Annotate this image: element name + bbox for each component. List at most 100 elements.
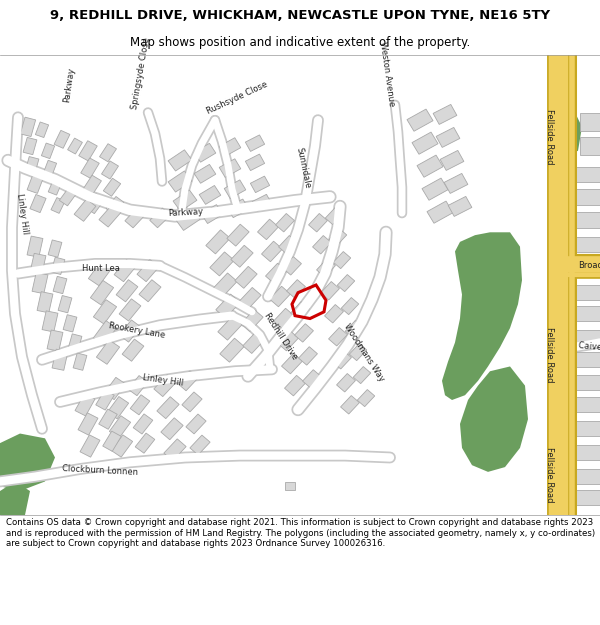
Bar xyxy=(74,199,96,221)
Bar xyxy=(176,209,200,231)
Bar xyxy=(52,349,68,371)
Bar xyxy=(262,241,283,262)
Bar xyxy=(186,414,206,434)
Text: Hunt Lea: Hunt Lea xyxy=(82,264,120,272)
Text: Fellside Road: Fellside Road xyxy=(545,328,554,383)
Bar xyxy=(317,259,335,277)
Bar xyxy=(41,143,55,159)
Bar xyxy=(139,280,161,302)
Bar xyxy=(576,352,600,367)
Bar xyxy=(25,157,39,174)
Bar xyxy=(101,161,118,179)
Bar xyxy=(231,245,253,268)
Bar xyxy=(257,219,278,239)
Text: Fellside Road: Fellside Road xyxy=(545,109,554,164)
Bar xyxy=(119,320,141,342)
Text: Contains OS data © Crown copyright and database right 2021. This information is : Contains OS data © Crown copyright and d… xyxy=(6,518,595,548)
Bar xyxy=(48,240,62,258)
Bar xyxy=(51,198,65,213)
Bar xyxy=(274,308,295,329)
Bar xyxy=(548,422,572,436)
Bar xyxy=(27,176,43,193)
Bar xyxy=(150,208,170,227)
Bar xyxy=(412,132,438,154)
Bar xyxy=(580,114,600,131)
Bar xyxy=(107,396,128,419)
Bar xyxy=(216,294,240,318)
Bar xyxy=(103,178,121,196)
Text: Rushsyde Close: Rushsyde Close xyxy=(205,80,269,116)
Bar xyxy=(250,176,269,192)
Bar xyxy=(199,186,221,204)
Bar xyxy=(576,167,600,182)
Bar xyxy=(210,252,234,276)
Bar xyxy=(548,398,572,411)
Bar xyxy=(48,179,62,195)
Bar xyxy=(341,396,359,414)
Bar xyxy=(168,171,192,192)
Bar xyxy=(125,208,145,228)
Bar xyxy=(357,389,375,407)
Bar xyxy=(278,331,298,351)
Bar xyxy=(213,273,237,297)
Text: 9, REDHILL DRIVE, WHICKHAM, NEWCASTLE UPON TYNE, NE16 5TY: 9, REDHILL DRIVE, WHICKHAM, NEWCASTLE UP… xyxy=(50,9,550,22)
Bar xyxy=(239,288,261,309)
Bar xyxy=(576,212,600,228)
Bar xyxy=(78,412,98,435)
Text: Clockburn Lonnen: Clockburn Lonnen xyxy=(62,464,139,477)
Bar xyxy=(548,353,572,366)
Bar xyxy=(164,439,186,461)
Bar xyxy=(83,175,101,196)
Bar xyxy=(73,353,87,370)
Bar xyxy=(137,259,159,282)
Bar xyxy=(53,276,67,294)
Bar xyxy=(75,394,95,416)
Bar xyxy=(99,205,121,227)
Bar xyxy=(548,446,572,459)
Bar xyxy=(103,431,121,451)
Bar xyxy=(299,347,317,365)
Bar xyxy=(548,117,572,131)
Bar xyxy=(576,306,600,321)
Bar xyxy=(96,390,114,410)
Bar xyxy=(194,164,216,183)
Text: Linley Hill: Linley Hill xyxy=(142,373,184,388)
Bar xyxy=(182,392,202,412)
Bar xyxy=(353,366,371,384)
Bar xyxy=(97,340,119,364)
Bar xyxy=(122,339,144,361)
Bar xyxy=(283,257,301,275)
Bar xyxy=(427,201,453,223)
Text: Broadway: Broadway xyxy=(578,261,600,270)
Bar xyxy=(154,374,176,397)
Bar xyxy=(178,371,198,391)
Bar xyxy=(576,490,600,506)
Bar xyxy=(114,259,136,282)
Bar xyxy=(275,214,295,232)
Bar xyxy=(157,397,179,419)
Bar xyxy=(116,279,138,302)
Bar xyxy=(219,159,241,177)
Bar xyxy=(106,196,124,214)
Bar xyxy=(68,138,82,154)
Bar xyxy=(58,296,72,312)
Bar xyxy=(548,376,572,389)
Bar xyxy=(135,433,155,453)
Bar xyxy=(94,321,116,345)
Text: Linley Hill: Linley Hill xyxy=(15,192,29,234)
Bar xyxy=(333,251,351,269)
Bar xyxy=(337,274,355,292)
Bar xyxy=(201,204,223,224)
Bar xyxy=(548,307,572,321)
Bar xyxy=(281,353,302,374)
Bar xyxy=(548,331,572,344)
Bar xyxy=(161,418,183,440)
Bar xyxy=(576,445,600,461)
Bar xyxy=(30,194,46,213)
Bar xyxy=(417,155,443,178)
Bar xyxy=(20,117,35,137)
Bar xyxy=(329,229,347,246)
Bar xyxy=(37,292,53,313)
Bar xyxy=(23,138,37,154)
Bar xyxy=(218,316,242,340)
